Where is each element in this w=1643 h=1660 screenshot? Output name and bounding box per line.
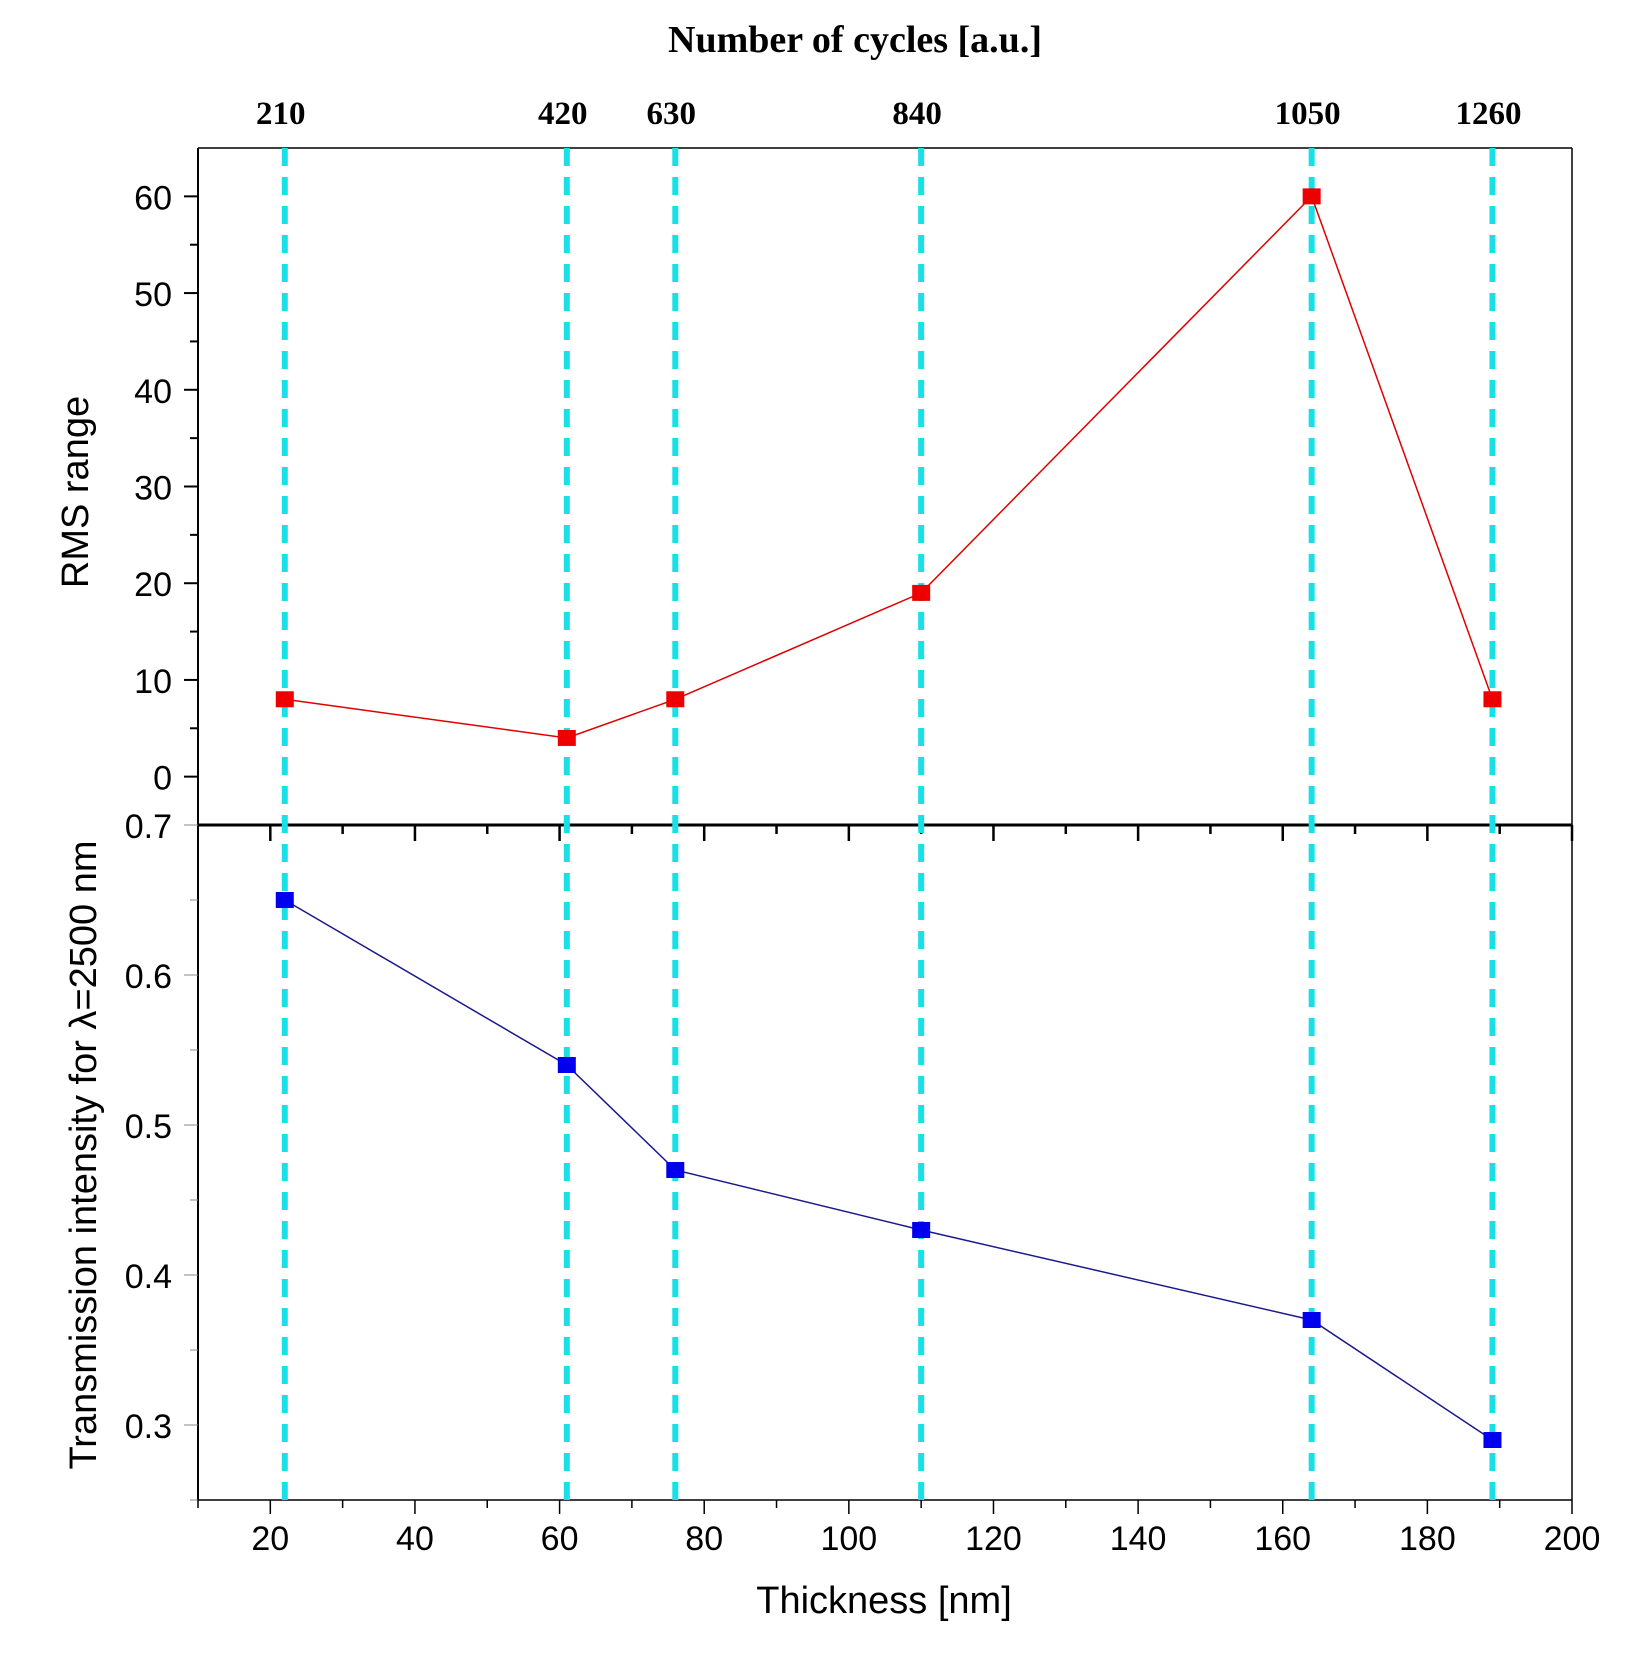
x-tick-label: 100 (820, 1520, 877, 1558)
top-y-tick-label: 20 (134, 566, 172, 604)
top-tick-label: 210 (256, 96, 306, 132)
rms-data-point (557, 729, 576, 746)
x-tick-label: 200 (1544, 1520, 1601, 1558)
top-tick-label: 840 (892, 96, 942, 132)
plot-layer: 0 10 20 30 40 50 60 0.3 0.4 0.5 0.6 0.7 20 40 60 80 100 1… (125, 147, 1601, 1558)
rms-series-line (284, 194, 1494, 739)
bottom-y-tick-label: 0.3 (125, 1408, 172, 1446)
bottom-y-tick-label: 0.7 (125, 808, 172, 846)
top-y-tick-label: 50 (134, 276, 172, 314)
rms-data-point (666, 691, 685, 708)
transmission-data-point (912, 1222, 931, 1238)
rms-data-point (1483, 691, 1502, 708)
top-tick-labels: 210 420 630 840 1050 1260 (256, 96, 1521, 132)
top-y-tick-label: 40 (134, 373, 172, 411)
bottom-y-axis-label: Transmission intensity for λ=2500 nm (63, 840, 105, 1469)
transmission-data-point (1483, 1432, 1502, 1448)
bottom-y-tick-label: 0.5 (125, 1108, 172, 1146)
x-axis-label: Thickness [nm] (756, 1580, 1012, 1622)
bottom-y-tick-label: 0.4 (125, 1258, 172, 1296)
x-tick-label: 120 (965, 1520, 1022, 1558)
rms-data-point (275, 691, 294, 708)
top-y-tick-label: 10 (134, 663, 172, 701)
top-y-axis-label: RMS range (55, 396, 97, 588)
transmission-data-point (275, 892, 294, 908)
top-axis-title: Number of cycles [a.u.] (668, 19, 1042, 61)
x-tick-label: 140 (1110, 1520, 1167, 1558)
transmission-data-point (557, 1057, 576, 1073)
top-y-tick-label: 0 (153, 760, 172, 798)
x-tick-label: 40 (396, 1520, 434, 1558)
transmission-series-line (284, 899, 1493, 1441)
transmission-data-point (1302, 1312, 1321, 1328)
rms-data-point (912, 584, 931, 601)
x-tick-label: 20 (251, 1520, 289, 1558)
x-tick-label: 180 (1399, 1520, 1456, 1558)
x-tick-label: 60 (541, 1520, 579, 1558)
top-tick-label: 420 (538, 96, 588, 132)
top-y-tick-label: 30 (134, 470, 172, 508)
bottom-y-tick-label: 0.6 (125, 958, 172, 996)
top-y-tick-label: 60 (134, 179, 172, 217)
rms-data-point (1302, 188, 1321, 205)
top-tick-label: 1260 (1455, 96, 1521, 132)
top-tick-label: 630 (647, 96, 697, 132)
x-tick-label: 80 (685, 1520, 723, 1558)
transmission-data-point (666, 1162, 685, 1178)
top-tick-label: 1050 (1275, 96, 1341, 132)
x-tick-label: 160 (1254, 1520, 1311, 1558)
